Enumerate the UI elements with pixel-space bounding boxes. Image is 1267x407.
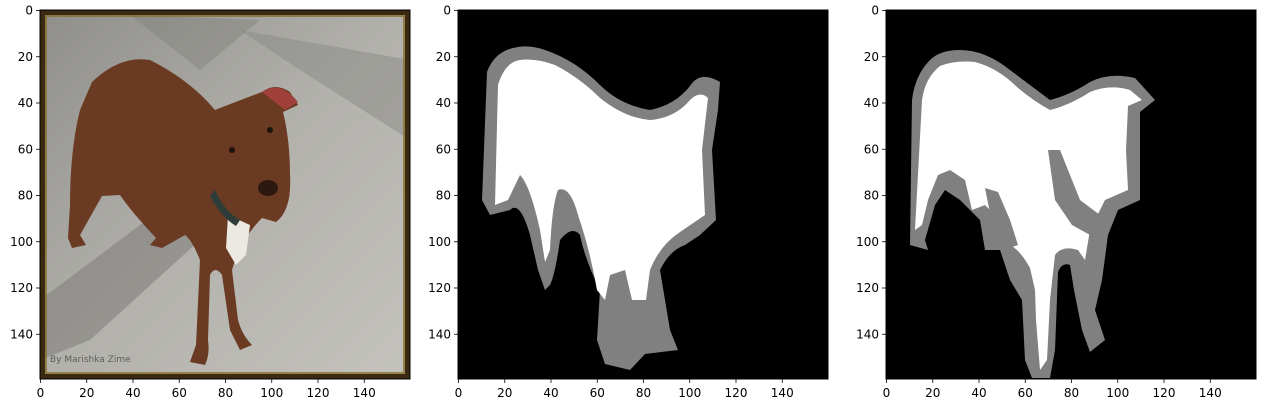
x-tick-label: 60 bbox=[590, 386, 605, 400]
y-tick-label: 140 bbox=[856, 327, 879, 341]
mask-border-class bbox=[1048, 150, 1100, 235]
y-tick-label: 40 bbox=[18, 96, 33, 110]
nose bbox=[258, 180, 278, 196]
y-tick-label: 80 bbox=[864, 189, 879, 203]
chest-patch bbox=[226, 215, 250, 265]
x-tick-label: 20 bbox=[79, 386, 94, 400]
x-tick-label: 120 bbox=[1153, 386, 1176, 400]
x-tick-label: 140 bbox=[353, 386, 376, 400]
y-tick-label: 100 bbox=[10, 235, 33, 249]
x-tick-label: 40 bbox=[543, 386, 558, 400]
x-tick-label: 100 bbox=[678, 386, 701, 400]
x-tick-label: 120 bbox=[725, 386, 748, 400]
eye bbox=[229, 147, 235, 153]
dog bbox=[68, 59, 298, 365]
y-tick-label: 80 bbox=[436, 189, 451, 203]
x-tick-label: 120 bbox=[307, 386, 330, 400]
y-tick-label: 40 bbox=[436, 96, 451, 110]
y-tick-label: 0 bbox=[443, 4, 451, 18]
y-tick-label: 120 bbox=[428, 281, 451, 295]
y-tick-label: 60 bbox=[18, 142, 33, 156]
collar bbox=[210, 190, 240, 226]
y-tick-label: 140 bbox=[428, 327, 451, 341]
x-tick-label: 20 bbox=[497, 386, 512, 400]
shadow bbox=[240, 30, 410, 140]
y-tick-label: 80 bbox=[18, 189, 33, 203]
x-tick-label: 100 bbox=[260, 386, 283, 400]
axes-frame bbox=[39, 9, 411, 380]
x-tick-label: 140 bbox=[771, 386, 794, 400]
axes-frame bbox=[885, 9, 1257, 380]
y-tick-label: 20 bbox=[436, 50, 451, 64]
panel-predicted-mask bbox=[885, 9, 1257, 380]
x-tick-label: 80 bbox=[218, 386, 233, 400]
axis-ticks: 0 20 40 60 80 100 120 140 0 20 40 60 80 100 120 140 0 20 4… bbox=[10, 4, 1222, 401]
x-tick-label: 0 bbox=[883, 386, 891, 400]
x-tick-label: 100 bbox=[1106, 386, 1129, 400]
y-tick-label: 100 bbox=[856, 235, 879, 249]
panel-photo: By Marishka Zime bbox=[39, 9, 411, 380]
eye bbox=[267, 127, 273, 133]
photo-frame bbox=[40, 10, 410, 379]
y-tick-label: 100 bbox=[428, 235, 451, 249]
y-tick-label: 40 bbox=[864, 96, 879, 110]
shadow bbox=[130, 15, 260, 70]
x-tick-label: 20 bbox=[925, 386, 940, 400]
x-tick-label: 40 bbox=[971, 386, 986, 400]
ear bbox=[262, 87, 298, 110]
x-tick-label: 80 bbox=[1064, 386, 1079, 400]
watermark: By Marishka Zime bbox=[50, 355, 131, 365]
y-tick-label: 140 bbox=[10, 327, 33, 341]
x-tick-label: 60 bbox=[172, 386, 187, 400]
y-tick-label: 60 bbox=[864, 142, 879, 156]
y-tick-label: 60 bbox=[436, 142, 451, 156]
y-tick-label: 0 bbox=[871, 4, 879, 18]
y-tick-label: 20 bbox=[864, 50, 879, 64]
mask-border-class bbox=[985, 188, 1018, 250]
x-tick-label: 60 bbox=[1018, 386, 1033, 400]
axes-frame bbox=[457, 9, 829, 380]
y-tick-label: 20 bbox=[18, 50, 33, 64]
y-tick-label: 0 bbox=[25, 4, 33, 18]
y-tick-label: 120 bbox=[10, 281, 33, 295]
photo-frame-inner bbox=[45, 15, 405, 374]
mask-foreground-class bbox=[495, 59, 708, 300]
x-tick-label: 140 bbox=[1199, 386, 1222, 400]
y-tick-label: 120 bbox=[856, 281, 879, 295]
mask-foreground-class bbox=[915, 61, 1142, 370]
x-tick-label: 0 bbox=[37, 386, 45, 400]
x-tick-label: 80 bbox=[636, 386, 651, 400]
x-tick-label: 40 bbox=[125, 386, 140, 400]
x-tick-label: 0 bbox=[455, 386, 463, 400]
panel-ground-truth-mask bbox=[457, 9, 829, 380]
